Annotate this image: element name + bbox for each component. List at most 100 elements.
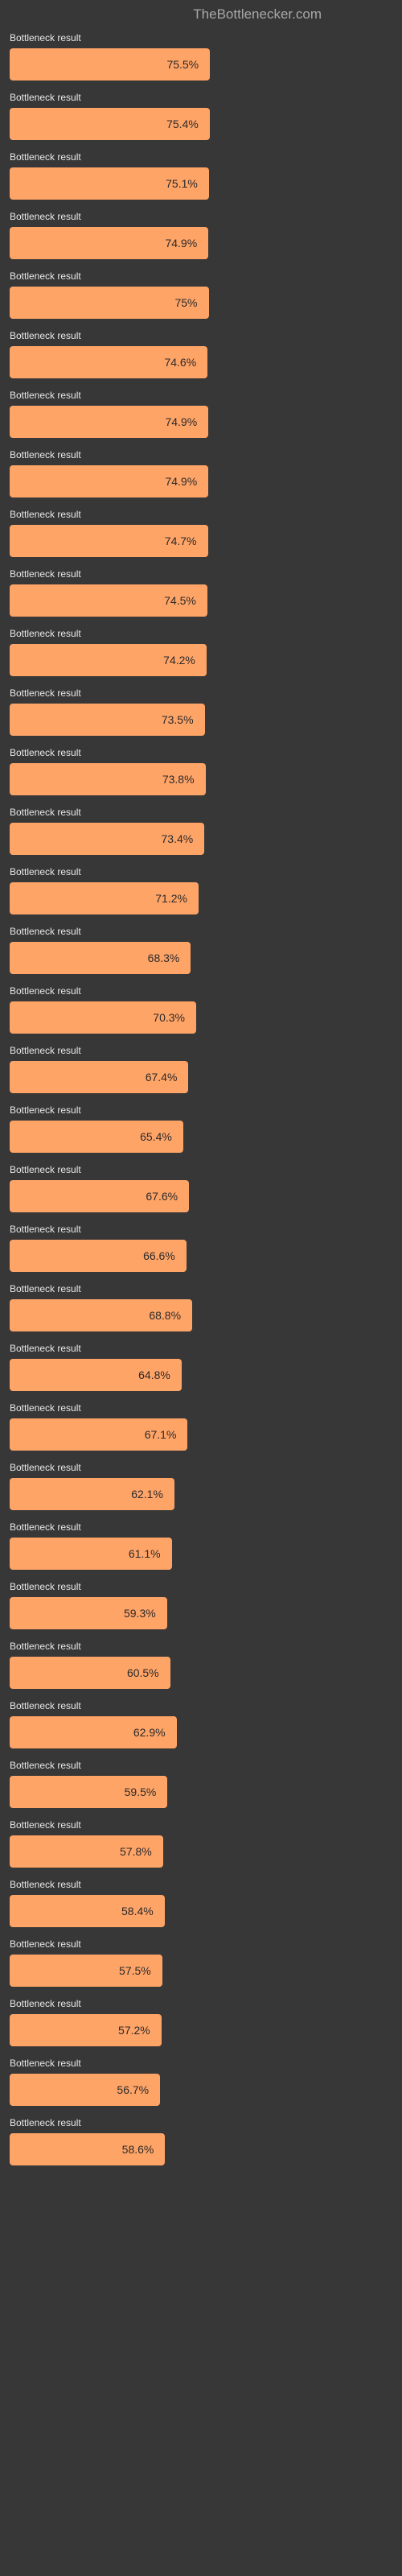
row-label: Bottleneck result bbox=[10, 1581, 392, 1592]
row-label: Bottleneck result bbox=[10, 1819, 392, 1831]
bar-track: 57.5% bbox=[10, 1955, 275, 1987]
bar-row: 74.9% bbox=[10, 465, 392, 497]
row-label: Bottleneck result bbox=[10, 1402, 392, 1414]
bar-row: 65.4% bbox=[10, 1121, 392, 1153]
bar-track: 59.3% bbox=[10, 1597, 275, 1629]
chart-row: Bottleneck result 57.8% bbox=[10, 1819, 392, 1868]
bar: 57.8% bbox=[10, 1835, 163, 1868]
bar: 71.2% bbox=[10, 882, 199, 914]
bar-track: 74.9% bbox=[10, 227, 275, 259]
bar-value: 74.2% bbox=[163, 654, 195, 667]
bar-value: 68.3% bbox=[148, 952, 180, 964]
bar-value: 73.8% bbox=[162, 773, 195, 786]
bar-value: 74.9% bbox=[165, 237, 197, 250]
row-label: Bottleneck result bbox=[10, 2117, 392, 2128]
bar-track: 67.4% bbox=[10, 1061, 275, 1093]
bar: 74.9% bbox=[10, 227, 208, 259]
bar-row: 67.1% bbox=[10, 1418, 392, 1451]
row-label: Bottleneck result bbox=[10, 687, 392, 699]
bar-value: 59.5% bbox=[125, 1785, 157, 1798]
bar-value: 74.5% bbox=[164, 594, 196, 607]
bar-row: 57.5% bbox=[10, 1955, 392, 1987]
chart-row: Bottleneck result 59.3% bbox=[10, 1581, 392, 1629]
row-label: Bottleneck result bbox=[10, 390, 392, 401]
row-label: Bottleneck result bbox=[10, 270, 392, 282]
bar: 64.8% bbox=[10, 1359, 182, 1391]
bar-value: 74.9% bbox=[165, 475, 197, 488]
bar-row: 58.4% bbox=[10, 1895, 392, 1927]
bar-value: 75% bbox=[174, 296, 197, 309]
bar-track: 74.9% bbox=[10, 465, 275, 497]
bar-track: 71.2% bbox=[10, 882, 275, 914]
row-label: Bottleneck result bbox=[10, 866, 392, 877]
bar-row: 75% bbox=[10, 287, 392, 319]
bar-value: 62.1% bbox=[131, 1488, 163, 1501]
bar-track: 75.1% bbox=[10, 167, 275, 200]
bar-row: 59.3% bbox=[10, 1597, 392, 1629]
bar-value: 65.4% bbox=[140, 1130, 172, 1143]
bar-row: 75.1% bbox=[10, 167, 392, 200]
row-label: Bottleneck result bbox=[10, 32, 392, 43]
chart-row: Bottleneck result60.5% bbox=[10, 1641, 392, 1689]
bar: 57.5% bbox=[10, 1955, 162, 1987]
bar-row: 59.5% bbox=[10, 1776, 392, 1808]
bar-row: 60.5% bbox=[10, 1657, 392, 1689]
bottleneck-chart: Bottleneck result75.5%Bottleneck result7… bbox=[0, 32, 402, 2165]
bar: 59.3% bbox=[10, 1597, 167, 1629]
bar-row: 56.7% bbox=[10, 2074, 392, 2106]
bar-row: 75.5% bbox=[10, 48, 392, 80]
bar-row: 74.2% bbox=[10, 644, 392, 676]
chart-row: Bottleneck result 75% bbox=[10, 270, 392, 319]
row-label: Bottleneck result bbox=[10, 1998, 392, 2009]
bar: 70.3% bbox=[10, 1001, 196, 1034]
bar-value: 57.5% bbox=[119, 1964, 151, 1977]
bar-row: 57.8% bbox=[10, 1835, 392, 1868]
bar: 74.7% bbox=[10, 525, 208, 557]
bar-value: 64.8% bbox=[138, 1368, 170, 1381]
row-label: Bottleneck result bbox=[10, 151, 392, 163]
bar-value: 66.6% bbox=[143, 1249, 175, 1262]
bar-row: 61.1% bbox=[10, 1538, 392, 1570]
chart-row: Bottleneck result 67.1% bbox=[10, 1402, 392, 1451]
bar: 58.4% bbox=[10, 1895, 165, 1927]
bar: 73.4% bbox=[10, 823, 204, 855]
bar-track: 75.5% bbox=[10, 48, 275, 80]
chart-row: Bottleneck result 68.3% bbox=[10, 926, 392, 974]
row-label: Bottleneck result bbox=[10, 509, 392, 520]
chart-row: Bottleneck result57.5% bbox=[10, 1938, 392, 1987]
chart-row: Bottleneck result73.4% bbox=[10, 807, 392, 855]
row-label: Bottleneck result bbox=[10, 1879, 392, 1890]
bar: 74.6% bbox=[10, 346, 207, 378]
bar-row: 67.6% bbox=[10, 1180, 392, 1212]
bar: 75.1% bbox=[10, 167, 209, 200]
bar: 61.1% bbox=[10, 1538, 172, 1570]
bar: 75.4% bbox=[10, 108, 210, 140]
bar-value: 75.5% bbox=[166, 58, 199, 71]
bar: 75.5% bbox=[10, 48, 210, 80]
bar-track: 61.1% bbox=[10, 1538, 275, 1570]
bar-track: 73.5% bbox=[10, 704, 275, 736]
bar: 74.5% bbox=[10, 584, 207, 617]
chart-row: Bottleneck result74.2% bbox=[10, 628, 392, 676]
bar-track: 64.8% bbox=[10, 1359, 275, 1391]
bar-value: 70.3% bbox=[153, 1011, 185, 1024]
chart-row: Bottleneck result56.7% bbox=[10, 2058, 392, 2106]
row-label: Bottleneck result bbox=[10, 1104, 392, 1116]
site-link[interactable]: TheBottlenecker.com bbox=[0, 0, 402, 26]
chart-row: Bottleneck result61.1% bbox=[10, 1521, 392, 1570]
chart-row: Bottleneck result 71.2% bbox=[10, 866, 392, 914]
bar-track: 58.4% bbox=[10, 1895, 275, 1927]
bar: 73.8% bbox=[10, 763, 206, 795]
bar-value: 58.4% bbox=[121, 1905, 154, 1918]
chart-row: Bottleneck result58.6% bbox=[10, 2117, 392, 2165]
bar-row: 62.1% bbox=[10, 1478, 392, 1510]
row-label: Bottleneck result bbox=[10, 1045, 392, 1056]
chart-row: Bottleneck result74.6% bbox=[10, 330, 392, 378]
bar: 56.7% bbox=[10, 2074, 160, 2106]
bar-value: 59.3% bbox=[124, 1607, 156, 1620]
row-label: Bottleneck result bbox=[10, 926, 392, 937]
bar: 60.5% bbox=[10, 1657, 170, 1689]
bar-value: 74.9% bbox=[165, 415, 197, 428]
bar-row: 73.4% bbox=[10, 823, 392, 855]
bar-value: 75.1% bbox=[166, 177, 198, 190]
